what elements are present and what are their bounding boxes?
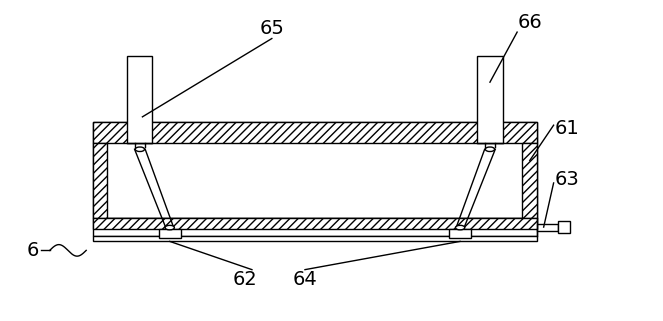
Circle shape xyxy=(485,147,495,152)
Bar xyxy=(522,143,537,218)
Bar xyxy=(537,223,558,230)
Bar xyxy=(127,56,152,143)
Text: 65: 65 xyxy=(259,19,284,39)
Circle shape xyxy=(165,225,174,230)
Text: 63: 63 xyxy=(554,170,579,189)
Text: 6: 6 xyxy=(27,241,39,260)
Bar xyxy=(93,236,537,241)
Bar xyxy=(558,221,570,233)
Bar xyxy=(93,218,537,236)
Text: 61: 61 xyxy=(554,119,579,138)
Circle shape xyxy=(135,147,145,152)
Bar xyxy=(93,143,107,218)
Text: 62: 62 xyxy=(233,270,258,289)
Bar xyxy=(93,218,537,229)
Circle shape xyxy=(455,225,465,230)
Bar xyxy=(93,122,537,218)
Bar xyxy=(159,229,180,238)
Bar xyxy=(93,122,537,143)
Bar xyxy=(450,229,471,238)
Text: 66: 66 xyxy=(518,13,543,32)
Text: 64: 64 xyxy=(292,270,318,289)
Bar xyxy=(477,56,503,143)
